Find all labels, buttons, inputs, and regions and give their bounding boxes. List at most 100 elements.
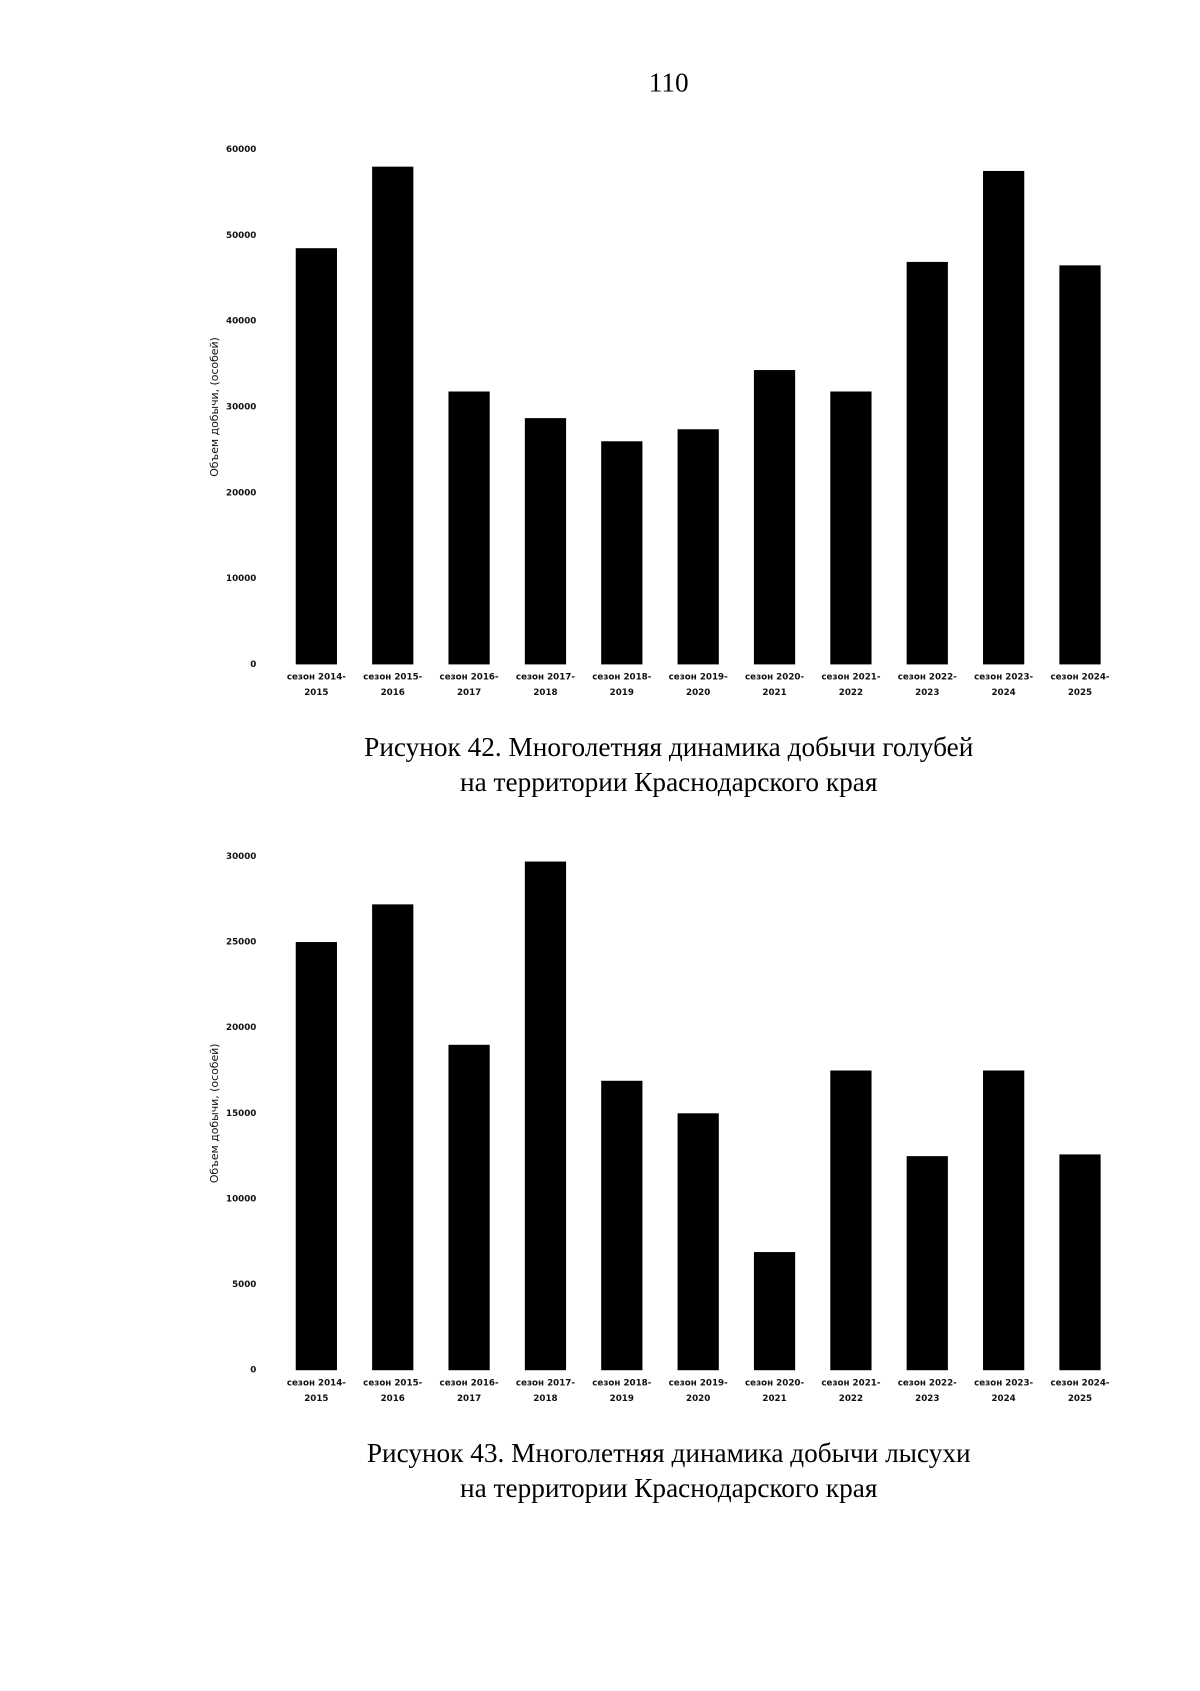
- x-tick-label: сезон 2018- 2019: [592, 673, 651, 698]
- x-tick-label: сезон 2014- 2015: [287, 673, 346, 698]
- x-tick-label-line: сезон 2014-: [287, 673, 346, 683]
- x-tick-label-line: сезон 2018-: [592, 673, 651, 683]
- bar: [830, 391, 872, 665]
- bar: [372, 904, 414, 1371]
- bar: [601, 441, 643, 665]
- x-tick-label-line: сезон 2014-: [287, 1379, 346, 1389]
- x-tick-label: сезон 2023- 2024: [974, 673, 1033, 698]
- x-tick-label-line: сезон 2023-: [974, 1379, 1033, 1389]
- page-number: 110: [649, 68, 689, 98]
- x-tick-label: сезон 2022- 2023: [898, 673, 957, 698]
- y-tick-label: 10000: [226, 1194, 256, 1204]
- y-tick-label: 20000: [226, 488, 256, 498]
- bar: [983, 170, 1025, 665]
- bar: [448, 391, 490, 665]
- y-tick-label: 0: [250, 1366, 256, 1376]
- x-tick-label: сезон 2023- 2024: [974, 1379, 1033, 1404]
- y-tick-label: 30000: [226, 402, 256, 412]
- x-tick-label: сезон 2015- 2016: [363, 1379, 422, 1404]
- x-tick-label-line: 2023: [915, 1394, 939, 1404]
- figure-caption: на территории Краснодарского края: [460, 1473, 878, 1503]
- x-tick-label-line: сезон 2021-: [821, 1379, 880, 1389]
- x-tick-label-line: 2016: [381, 688, 405, 698]
- bar: [677, 429, 719, 665]
- x-tick-label-line: сезон 2017-: [516, 673, 575, 683]
- x-tick-label-line: сезон 2015-: [363, 673, 422, 683]
- x-tick-label-line: 2022: [839, 1394, 863, 1404]
- x-tick-label: сезон 2019- 2020: [669, 1379, 728, 1404]
- x-tick-label-line: 2015: [304, 1394, 328, 1404]
- x-tick-label-line: 2021: [762, 688, 786, 698]
- bar: [906, 1156, 948, 1371]
- y-tick-label: 30000: [226, 852, 256, 862]
- bar: [753, 370, 796, 665]
- figure-caption: на территории Краснодарского края: [460, 767, 878, 797]
- y-tick-label: 10000: [226, 574, 256, 584]
- x-tick-label-line: сезон 2019-: [669, 1379, 728, 1389]
- x-tick-label: сезон 2020- 2021: [745, 1379, 804, 1404]
- x-tick-label-line: 2025: [1068, 688, 1092, 698]
- x-tick-label-line: 2017: [457, 688, 481, 698]
- x-tick-label-line: 2021: [762, 1394, 786, 1404]
- y-axis-label: Объем добычи, (особей): [208, 1044, 221, 1184]
- x-tick-label: сезон 2016- 2017: [440, 673, 499, 698]
- x-tick-label-line: 2018: [533, 1394, 557, 1404]
- y-tick-label: 40000: [226, 317, 256, 327]
- x-tick-label-line: сезон 2018-: [592, 1379, 651, 1389]
- x-tick-label-line: 2022: [839, 688, 863, 698]
- y-axis-label: Объем добычи, (особей): [208, 337, 221, 477]
- bar: [524, 861, 567, 1371]
- y-tick-label: 15000: [226, 1109, 256, 1119]
- x-tick-label-line: сезон 2022-: [898, 1379, 957, 1389]
- x-tick-label: сезон 2018- 2019: [592, 1379, 651, 1404]
- x-tick-label: сезон 2017- 2018: [516, 1379, 575, 1404]
- x-tick-label: сезон 2014- 2015: [287, 1379, 346, 1404]
- x-tick-label-line: сезон 2024-: [1050, 1379, 1109, 1389]
- x-tick-label-line: сезон 2021-: [821, 673, 880, 683]
- bar: [295, 248, 337, 665]
- x-tick-label: сезон 2017- 2018: [516, 673, 575, 698]
- x-tick-label-line: 2023: [915, 688, 939, 698]
- x-tick-label-line: 2015: [304, 688, 328, 698]
- x-tick-label-line: сезон 2016-: [440, 673, 499, 683]
- x-tick-label-line: 2019: [610, 688, 634, 698]
- bar: [753, 1252, 796, 1371]
- y-tick-label: 20000: [226, 1023, 256, 1033]
- chart: 0 10000 20000 30000 40000 50000 60000 Объем доб…: [208, 145, 1110, 797]
- figure-caption: Рисунок 42. Многолетняя динамика добычи …: [364, 732, 973, 762]
- x-tick-label-line: сезон 2015-: [363, 1379, 422, 1389]
- x-tick-label: сезон 2020- 2021: [745, 673, 804, 698]
- x-tick-label-line: 2020: [686, 1394, 710, 1404]
- bar: [830, 1070, 872, 1371]
- x-tick-label-line: 2019: [610, 1394, 634, 1404]
- x-tick-label-line: 2017: [457, 1394, 481, 1404]
- x-tick-label-line: сезон 2020-: [745, 673, 804, 683]
- x-tick-label-line: 2018: [533, 688, 557, 698]
- x-tick-label: сезон 2022- 2023: [898, 1379, 957, 1404]
- bar: [1059, 265, 1101, 665]
- x-tick-label-line: сезон 2020-: [745, 1379, 804, 1389]
- x-tick-label: сезон 2024- 2025: [1050, 1379, 1109, 1404]
- x-tick-label: сезон 2021- 2022: [821, 673, 880, 698]
- chart: 0 5000 10000 15000 20000 25000 30000 Объем добы…: [208, 852, 1110, 1503]
- bar: [677, 1113, 719, 1371]
- bar: [295, 942, 337, 1371]
- x-tick-label-line: 2016: [381, 1394, 405, 1404]
- x-tick-label-line: сезон 2024-: [1050, 673, 1109, 683]
- x-tick-label-line: сезон 2016-: [440, 1379, 499, 1389]
- figure-caption: Рисунок 43. Многолетняя динамика добычи …: [367, 1438, 971, 1468]
- x-tick-label: сезон 2019- 2020: [669, 673, 728, 698]
- y-tick-label: 50000: [226, 231, 256, 241]
- bar: [983, 1070, 1025, 1371]
- bar: [448, 1044, 490, 1371]
- bar: [524, 418, 567, 665]
- x-tick-label-line: 2024: [991, 1394, 1015, 1404]
- x-tick-label-line: сезон 2022-: [898, 673, 957, 683]
- bar: [601, 1080, 643, 1371]
- y-tick-label: 25000: [226, 938, 256, 948]
- bar: [372, 166, 414, 665]
- bar: [1059, 1154, 1101, 1371]
- x-tick-label: сезон 2021- 2022: [821, 1379, 880, 1404]
